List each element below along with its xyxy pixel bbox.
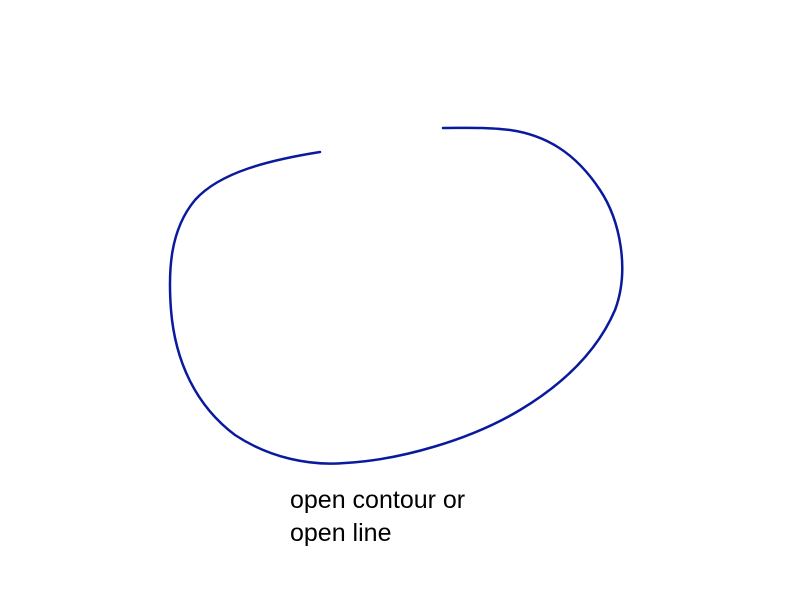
caption-line-2: open line <box>290 519 392 547</box>
caption-line-1: open contour or <box>290 486 466 514</box>
diagram-caption: open contour or open line <box>290 484 465 550</box>
open-contour-line <box>168 126 624 465</box>
